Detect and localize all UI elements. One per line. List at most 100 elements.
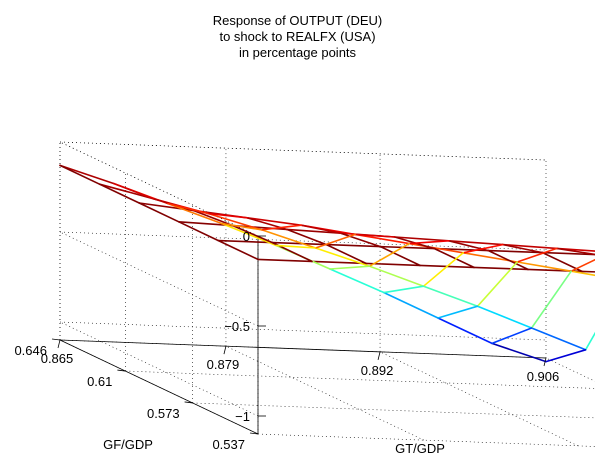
surface-mesh-col-9-seg-4	[545, 348, 587, 363]
surface-mesh-row-2-seg-4	[393, 236, 450, 242]
surface-mesh-row-3-seg-7	[516, 261, 573, 273]
surface-mesh-col-0-seg-2	[138, 202, 180, 223]
surface-mesh-row-5-seg-3	[221, 222, 277, 247]
y-tick-label-3: 0.646	[14, 343, 47, 358]
surface-mesh-col-3-seg-0	[379, 245, 421, 267]
surface-mesh-col-6-seg-1	[501, 243, 544, 254]
surface-mesh-row-0-seg-1	[311, 260, 367, 265]
surface-mesh-col-3-seg-3	[260, 224, 303, 231]
surface-mesh-row-5-seg-6	[383, 291, 439, 319]
surface-mesh-col-6-seg-3	[422, 252, 465, 288]
y-axis-label: GF/GDP	[103, 437, 153, 452]
surface-mesh-col-6-seg-0	[541, 251, 583, 273]
grid-side-z-1	[59, 231, 259, 327]
y-tick-mark-3	[51, 338, 61, 341]
surface-mesh-row-1-seg-3	[379, 245, 436, 250]
surface-mesh-col-2-seg-3	[206, 212, 248, 219]
surface-mesh-col-5-seg-4	[329, 265, 371, 270]
grid-back-z-2	[59, 321, 547, 341]
surface-mesh-col-7-seg-1	[555, 247, 595, 256]
z-tick-label-1: −0.5	[224, 319, 250, 334]
chart-title-line-3: in percentage points	[238, 45, 357, 60]
surface-mesh-row-5-seg-7	[437, 317, 493, 345]
surface-mesh-row-3-seg-8	[570, 270, 595, 277]
x-tick-mark-2	[377, 351, 381, 360]
surface-mesh-col-8-seg-2	[570, 258, 595, 273]
surface-mesh-row-2-seg-2	[285, 228, 342, 234]
surface-mesh-col-3-seg-2	[300, 224, 342, 234]
surface-mesh-col-0-seg-4	[59, 164, 101, 185]
surface-mesh-row-0-seg-0	[257, 258, 313, 263]
x-tick-mark-3	[543, 357, 547, 367]
surface-mesh-row-5-seg-2	[167, 202, 223, 225]
surface-mesh-col-6-seg-4	[383, 285, 425, 294]
x-axis-line	[59, 339, 547, 359]
surface-mesh-col-2-seg-1	[285, 228, 328, 246]
surface-mesh-col-4-seg-2	[354, 233, 396, 238]
surface-mesh-col-0-seg-3	[98, 183, 140, 204]
surface-mesh-col-7-seg-3	[476, 261, 519, 308]
y-tick-mark-1	[184, 401, 193, 404]
surface-mesh-row-5-seg-5	[329, 268, 385, 294]
surface-mesh-row-4-seg-4	[314, 247, 371, 268]
x-tick-label-3: 0.906	[527, 369, 560, 384]
surface-mesh-col-0-seg-0	[217, 239, 259, 261]
surface-mesh-col-4-seg-0	[433, 247, 475, 269]
surface-mesh-row-2-seg-5	[447, 240, 504, 246]
surface-mesh-row-5-seg-8	[491, 342, 547, 363]
surface-mesh-row-4-seg-6	[422, 285, 479, 308]
grid-side-z-2	[59, 321, 259, 417]
side-top-edge	[59, 141, 259, 237]
x-tick-mark-1	[223, 346, 227, 355]
surface-mesh-col-8-seg-3	[530, 270, 573, 329]
surface-mesh-col-1-seg-1	[232, 224, 274, 244]
surface-mesh-row-4-seg-3	[260, 229, 317, 249]
x-tick-mark-0	[57, 339, 61, 349]
surface-mesh-col-8-seg-4	[491, 327, 533, 345]
z-tick-label-2: −1	[235, 409, 250, 424]
y-tick-label-2: 0.61	[87, 374, 112, 389]
surface-mesh-col-2-seg-4	[167, 202, 209, 215]
surface-mesh-col-0-seg-1	[178, 221, 220, 242]
x-tick-label-0: 0.865	[41, 351, 74, 366]
x-axis-label: GT/GDP	[395, 441, 445, 456]
surface-mesh-row-4-seg-5	[368, 265, 425, 288]
surface-mesh-row-0-seg-4	[473, 266, 529, 271]
surface-mesh-col-5-seg-0	[487, 249, 529, 271]
chart-title-line-1: Response of OUTPUT (DEU)	[212, 13, 383, 28]
surface-mesh-row-3-seg-5	[408, 242, 465, 254]
y-tick-mark-0	[249, 432, 259, 435]
x-tick-label-2: 0.892	[361, 363, 394, 378]
surface-mesh-col-3-seg-1	[339, 232, 382, 248]
back-top-edge	[59, 141, 547, 161]
surface-mesh-row-4-seg-7	[476, 305, 533, 329]
surface-mesh-col-1-seg-2	[192, 209, 234, 227]
surface-mesh-row-4-seg-8	[530, 327, 587, 351]
grid-floor-x-2	[379, 351, 579, 447]
grid-floor-x-1	[225, 345, 425, 441]
grid-floor-y-1	[192, 402, 595, 419]
surface-mesh-row-4-seg-0	[98, 183, 155, 200]
y-tick-label-1: 0.573	[147, 406, 180, 421]
surface-mesh-col-5-seg-2	[408, 240, 450, 245]
y-tick-mark-2	[117, 369, 126, 372]
surface-mesh-col-7-seg-4	[437, 305, 479, 319]
surface-mesh-row-2-seg-6	[501, 243, 558, 250]
surface-mesh-col-4-seg-3	[314, 233, 357, 249]
y-tick-label-0: 0.537	[212, 437, 245, 452]
surface-mesh-col-2-seg-0	[325, 243, 367, 265]
surface-mesh-row-1-seg-1	[271, 241, 328, 246]
surface-mesh-col-6-seg-2	[462, 243, 504, 254]
surface-mesh-row-3-seg-4	[354, 233, 411, 245]
surface-mesh-col-9-seg-3	[584, 331, 595, 351]
surface-mesh-row-1-seg-5	[487, 249, 544, 254]
surface-mesh-row-5-seg-0	[59, 164, 115, 185]
z-tick-label-0: 0	[243, 229, 250, 244]
y-axis-line	[59, 339, 259, 435]
surface-mesh-row-0-seg-6	[581, 270, 595, 273]
surface-mesh-row-4-seg-2	[206, 212, 263, 231]
surface-mesh-col-3-seg-4	[221, 222, 263, 231]
surface-mesh-row-1-seg-0	[217, 239, 274, 244]
surface-mesh-row-1-seg-6	[541, 251, 595, 256]
